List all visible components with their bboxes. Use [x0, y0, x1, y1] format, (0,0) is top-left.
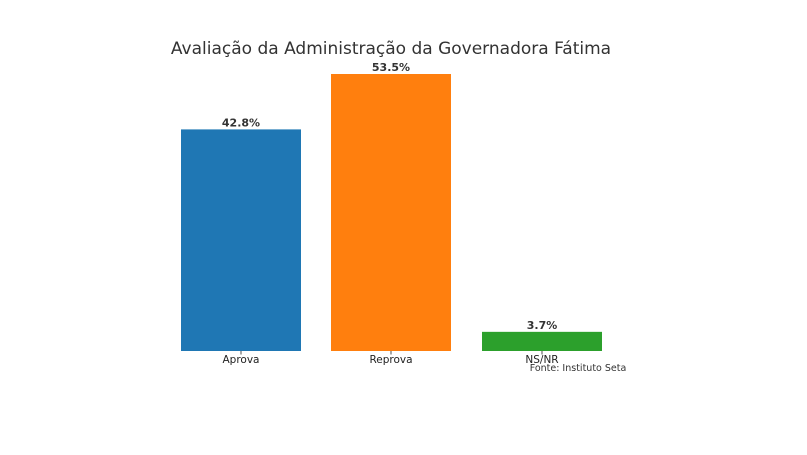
source-note: Fonte: Instituto Seta	[530, 363, 627, 374]
x-tick-label-ns-nr: NS/NR	[525, 354, 558, 366]
bar-reprova	[331, 74, 451, 351]
value-label-reprova: 53.5%	[372, 61, 410, 74]
x-tick-label-aprova: Aprova	[222, 354, 259, 366]
bar-aprova	[181, 129, 301, 351]
chart-title: Avaliação da Administração da Governador…	[171, 39, 611, 59]
bar-ns-nr	[482, 331, 602, 351]
value-label-aprova: 42.8%	[222, 116, 260, 129]
bars-group	[181, 74, 602, 351]
x-tick-label-reprova: Reprova	[369, 354, 412, 366]
x-axis-ticks-group: Aprova Reprova NS/NR	[222, 351, 559, 366]
value-labels-group: 42.8% 53.5% 3.7%	[222, 61, 557, 332]
value-label-ns-nr: 3.7%	[527, 319, 558, 332]
